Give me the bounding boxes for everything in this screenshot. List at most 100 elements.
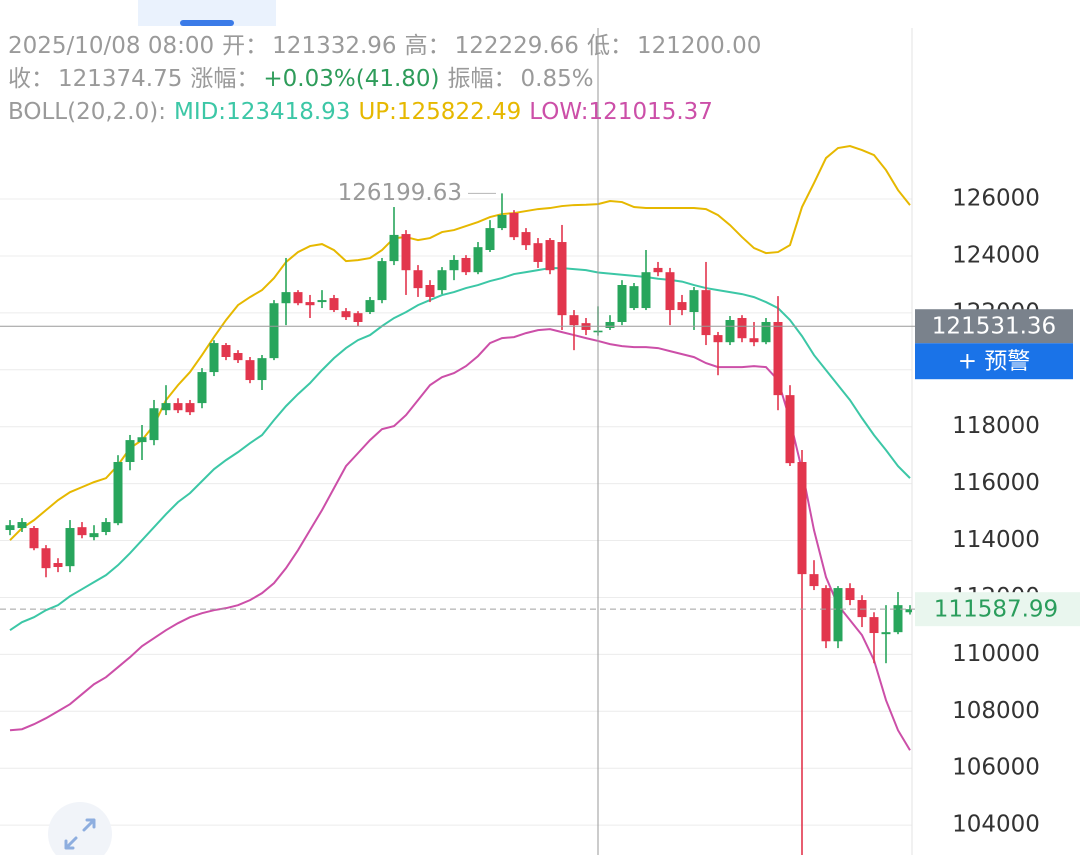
header-line-2: 收： 121374.75 涨幅： +0.03%(41.80) 振幅： 0.85%	[8, 66, 594, 92]
candle-body	[761, 321, 771, 343]
candle-body	[521, 232, 531, 246]
candle-body	[101, 522, 111, 533]
candle-body	[665, 272, 675, 311]
candle-body	[713, 335, 723, 343]
candle-body	[377, 261, 387, 301]
candle-body	[53, 563, 63, 568]
candle-body	[209, 343, 219, 373]
candle-body	[77, 527, 87, 536]
last-price: 111587.99	[934, 597, 1058, 623]
field-value: 121332.96	[272, 33, 396, 59]
candle-body	[701, 290, 711, 336]
field-value: +0.03%(41.80)	[263, 66, 439, 92]
candle-body	[317, 300, 327, 303]
candle-body	[461, 257, 471, 273]
candle-body	[569, 315, 579, 326]
candle-body	[449, 259, 459, 271]
indicator-label: BOLL(20,2.0):	[8, 99, 166, 125]
candle-body	[137, 437, 147, 443]
candle-body	[689, 290, 699, 313]
candle-body	[629, 286, 639, 309]
candle-body	[785, 395, 795, 464]
candle-body	[797, 462, 807, 575]
candle-body	[281, 292, 291, 304]
field-value: 0.85%	[521, 66, 594, 92]
candle-body	[173, 403, 183, 411]
expand-circle	[48, 802, 112, 855]
candle-body	[5, 525, 15, 531]
candle-body	[293, 292, 303, 304]
field-value: 122229.66	[455, 33, 579, 59]
y-tick-label: 118000	[952, 413, 1040, 439]
field-label: 振幅：	[448, 66, 517, 92]
expand-icon	[64, 818, 96, 850]
candle-body	[233, 353, 243, 361]
candle-body	[893, 605, 903, 633]
field-label: 涨幅：	[190, 66, 259, 92]
candle-body	[833, 588, 843, 642]
candle-body	[185, 403, 195, 413]
candle-body	[509, 213, 519, 238]
candle-body	[89, 533, 99, 538]
grid	[0, 198, 912, 826]
candle-body	[65, 528, 75, 567]
band-line	[9, 145, 911, 541]
y-tick-label: 124000	[952, 242, 1040, 268]
candle-body	[905, 609, 912, 613]
header-line-1: 2025/10/08 08:00 开： 121332.96 高： 122229.66 低：…	[8, 33, 761, 59]
candle-body	[365, 300, 375, 313]
overlay: 126199.63	[0, 180, 915, 610]
plot-area	[5, 145, 912, 855]
candle-body	[353, 313, 363, 322]
candle-body	[737, 318, 747, 339]
candle-body	[857, 600, 867, 618]
y-tick-label: 104000	[952, 812, 1040, 838]
tab-indicator	[180, 20, 234, 26]
field-label: 收：	[8, 66, 54, 92]
field-value: 121200.00	[637, 33, 761, 59]
candle-body	[425, 285, 435, 297]
field-value: 121374.75	[58, 66, 182, 92]
candle-body	[329, 298, 339, 311]
expand-button[interactable]	[48, 802, 112, 855]
candle-body	[497, 214, 507, 229]
crosshair-price: 121531.36	[932, 314, 1056, 340]
candle-body	[413, 270, 423, 289]
candle-body	[113, 462, 123, 524]
crosshair-time: 2025/10/08 08:00	[8, 33, 214, 59]
band-legend-value: 121015.37	[589, 99, 713, 125]
band-legend-value: 123418.93	[226, 99, 350, 125]
candle-body	[677, 302, 687, 311]
candle-body	[17, 522, 27, 529]
candle-body	[437, 270, 447, 291]
band-legend-name: LOW:	[529, 99, 588, 125]
max-label: 126199.63	[338, 180, 462, 206]
alert-button[interactable]: + 预警	[958, 349, 1031, 375]
band-line	[9, 267, 911, 632]
candle-body	[605, 321, 615, 328]
y-tick-label: 116000	[952, 470, 1040, 496]
candle-body	[749, 338, 759, 343]
candle-body	[869, 617, 879, 634]
candle-body	[197, 372, 207, 404]
alert-button-bg[interactable]	[915, 343, 1073, 380]
candle-body	[41, 548, 51, 569]
candle-body	[257, 358, 267, 381]
candle-body	[653, 267, 663, 273]
candle-body	[533, 243, 543, 262]
candle-body	[389, 234, 399, 262]
candle-body	[485, 228, 495, 250]
candle-body	[845, 588, 855, 601]
candle-body	[149, 408, 159, 441]
band-line	[9, 328, 911, 751]
candle-body	[557, 242, 567, 316]
y-tick-label: 110000	[952, 641, 1040, 667]
candle-body	[545, 240, 555, 271]
candle-body	[725, 320, 735, 343]
candle-body	[809, 574, 819, 587]
candle-body	[341, 311, 351, 318]
last-price-box	[915, 592, 1080, 627]
band-legend-name: MID:	[174, 99, 226, 125]
